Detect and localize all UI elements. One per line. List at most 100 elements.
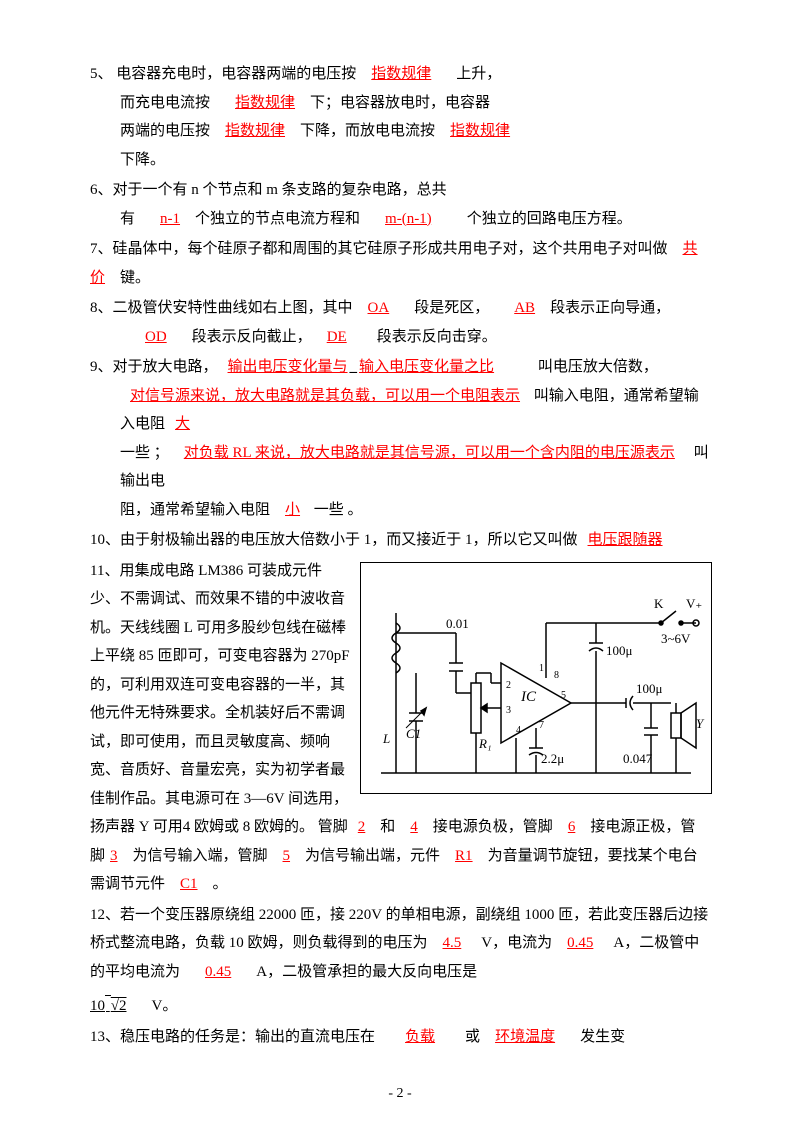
q5-num: 5、: [90, 66, 113, 82]
question-8: 8、二极管伏安特性曲线如右上图，其中 OA 段是死区， AB 段表示正向导通， OD 段表…: [90, 294, 710, 351]
q7-num: 7、: [90, 241, 113, 257]
q11-t2: 接电源负极，管脚: [433, 819, 553, 835]
q12-t4: A，二极管承担的最大反向电压是: [256, 964, 477, 980]
label-volt: 3~6V: [661, 631, 691, 646]
q6-t3: 个独立的节点电流方程和: [195, 211, 360, 227]
q8-t4: 段表示反向截止，: [192, 329, 312, 345]
q12-a3: 0.45: [205, 964, 231, 980]
q8-a2: AB: [514, 300, 535, 316]
q11-a6: R1: [455, 848, 473, 864]
question-9: 9、对于放大电路，输出电压变化量与_输入电压变化量之比 叫电压放大倍数， 对信号…: [90, 353, 710, 524]
q8-t2: 段是死区，: [414, 300, 489, 316]
q11-a7: C1: [180, 876, 198, 892]
question-11: K V₊ 3~6V 100μ 0.01 IC 100μ C1 L R₁ 2.2μ…: [90, 557, 710, 899]
label-p8: 8: [554, 670, 559, 681]
label-p2: 2: [506, 680, 511, 691]
label-c-top: 100μ: [606, 643, 633, 658]
q13-a2: 环境温度: [495, 1029, 555, 1045]
label-p3: 3: [506, 705, 511, 716]
question-5: 5、 电容器充电时，电容器两端的电压按指数规律上升， 而充电电流按指数规律下；电…: [90, 60, 710, 174]
q11-t1: 和: [380, 819, 395, 835]
question-12: 12、若一个变压器原绕组 22000 匝，接 220V 的单相电源，副绕组 10…: [90, 901, 710, 1021]
q10-t1: 由于射极输出器的电压放大倍数小于 1，而又接近于 1，所以它又叫做: [120, 532, 578, 548]
q5-a4: 指数规律: [450, 123, 510, 139]
q11-t4: 为信号输入端，管脚: [133, 848, 268, 864]
label-p1: 1: [539, 663, 544, 674]
q13-num: 13、: [90, 1029, 120, 1045]
q12-a4a: 10: [90, 998, 105, 1014]
q8-a1: OA: [368, 300, 390, 316]
q11-num: 11、: [90, 563, 119, 579]
q11-a3: 6: [568, 819, 576, 835]
q12-a2: 0.45: [567, 935, 593, 951]
q8-t3: 段表示正向导通，: [550, 300, 670, 316]
label-c1: C1: [406, 726, 421, 741]
q10-a1: 电压跟随器: [588, 532, 663, 548]
q6-t2: 有: [120, 211, 135, 227]
page-footer: - 2 -: [90, 1081, 710, 1108]
q11-t7: 。: [213, 876, 228, 892]
q8-num: 8、: [90, 300, 113, 316]
q5-t2: 上升，: [456, 66, 501, 82]
q11-t5: 为信号输出端，元件: [305, 848, 440, 864]
label-c-out: 100μ: [636, 681, 663, 696]
q5-t1: 电容器充电时，电容器两端的电压按: [116, 66, 356, 82]
label-k: K: [654, 596, 664, 611]
q5-t4: 下；电容器放电时，电容器: [310, 95, 490, 111]
q11-a2: 4: [410, 819, 418, 835]
q5-t3: 而充电电流按: [120, 95, 210, 111]
q12-num: 12、: [90, 907, 120, 923]
label-y: Y: [696, 716, 705, 731]
q13-t1: 稳压电路的任务是：输出的直流电压在: [120, 1029, 375, 1045]
q8-a4: DE: [327, 329, 347, 345]
q13-t2: 或: [465, 1029, 480, 1045]
q5-t5: 两端的电压按: [120, 123, 210, 139]
q6-a1: n-1: [160, 211, 180, 227]
q13-t3: 发生变: [580, 1029, 625, 1045]
q7-t1: 硅晶体中，每个硅原子都和周围的其它硅原子形成共用电子对，这个共用电子对叫做: [113, 241, 668, 257]
question-6: 6、对于一个有 n 个节点和 m 条支路的复杂电路，总共 有 n-1 个独立的节点电…: [90, 176, 710, 233]
q5-a3: 指数规律: [225, 123, 285, 139]
q6-num: 6、: [90, 182, 113, 198]
q9-a4: 对负载 RL 来说，放大电路就是其信号源，可以用一个含内阻的电压源表示: [184, 445, 675, 461]
q9-a3: 大: [175, 416, 190, 432]
q9-num: 9、: [90, 359, 113, 375]
q9-t2: 叫电压放大倍数，: [534, 359, 658, 375]
q9-t4: 一些 ；: [120, 445, 169, 461]
q9-t1: 对于放大电路，: [113, 359, 218, 375]
q12-a4b: √2: [111, 998, 127, 1014]
question-10: 10、由于射极输出器的电压放大倍数小于 1，而又接近于 1，所以它又叫做电压跟随…: [90, 526, 710, 555]
q10-num: 10、: [90, 532, 120, 548]
q11-a1: 2: [358, 819, 366, 835]
q12-t5: V。: [151, 998, 177, 1014]
q9-a2: 对信号源来说，放大电路就是其负载，可以用一个电阻表示: [130, 388, 520, 404]
q13-a1: 负载: [405, 1029, 435, 1045]
q5-t7: 下降。: [120, 152, 165, 168]
q8-t5: 段表示反向击穿。: [377, 329, 497, 345]
q9-a1: 输出电压变化量与: [228, 359, 348, 375]
q8-t1: 二极管伏安特性曲线如右上图，其中: [113, 300, 353, 316]
label-cfb: 2.2μ: [541, 751, 564, 766]
question-13: 13、稳压电路的任务是：输出的直流电压在 负载 或环境温度 发生变: [90, 1023, 710, 1052]
q12-t2: V，电流为: [481, 935, 552, 951]
q5-t6: 下降，而放电电流按: [300, 123, 435, 139]
label-vplus: V₊: [686, 596, 702, 611]
q9-t6: 阻，通常希望输入电阻: [120, 502, 270, 518]
label-p7: 7: [539, 720, 544, 731]
q9-t7: 一些 。: [310, 502, 363, 518]
label-c-in: 0.01: [446, 616, 469, 631]
q9-a5: 小: [285, 502, 300, 518]
q5-a1: 指数规律: [371, 66, 431, 82]
q7-t2: 键。: [120, 270, 150, 286]
q11-a5: 5: [283, 848, 291, 864]
q8-a3: OD: [145, 329, 167, 345]
label-p5: 5: [561, 690, 566, 701]
question-7: 7、硅晶体中，每个硅原子都和周围的其它硅原子形成共用电子对，这个共用电子对叫做共…: [90, 235, 710, 292]
q12-a1: 4.5: [443, 935, 462, 951]
q6-t4: 个独立的回路电压方程。: [467, 211, 632, 227]
label-ic: IC: [520, 689, 537, 705]
q6-t1: 对于一个有 n 个节点和 m 条支路的复杂电路，总共: [113, 182, 447, 198]
q5-a2: 指数规律: [235, 95, 295, 111]
label-r1: R₁: [478, 736, 491, 751]
label-p4: 4: [516, 725, 521, 736]
